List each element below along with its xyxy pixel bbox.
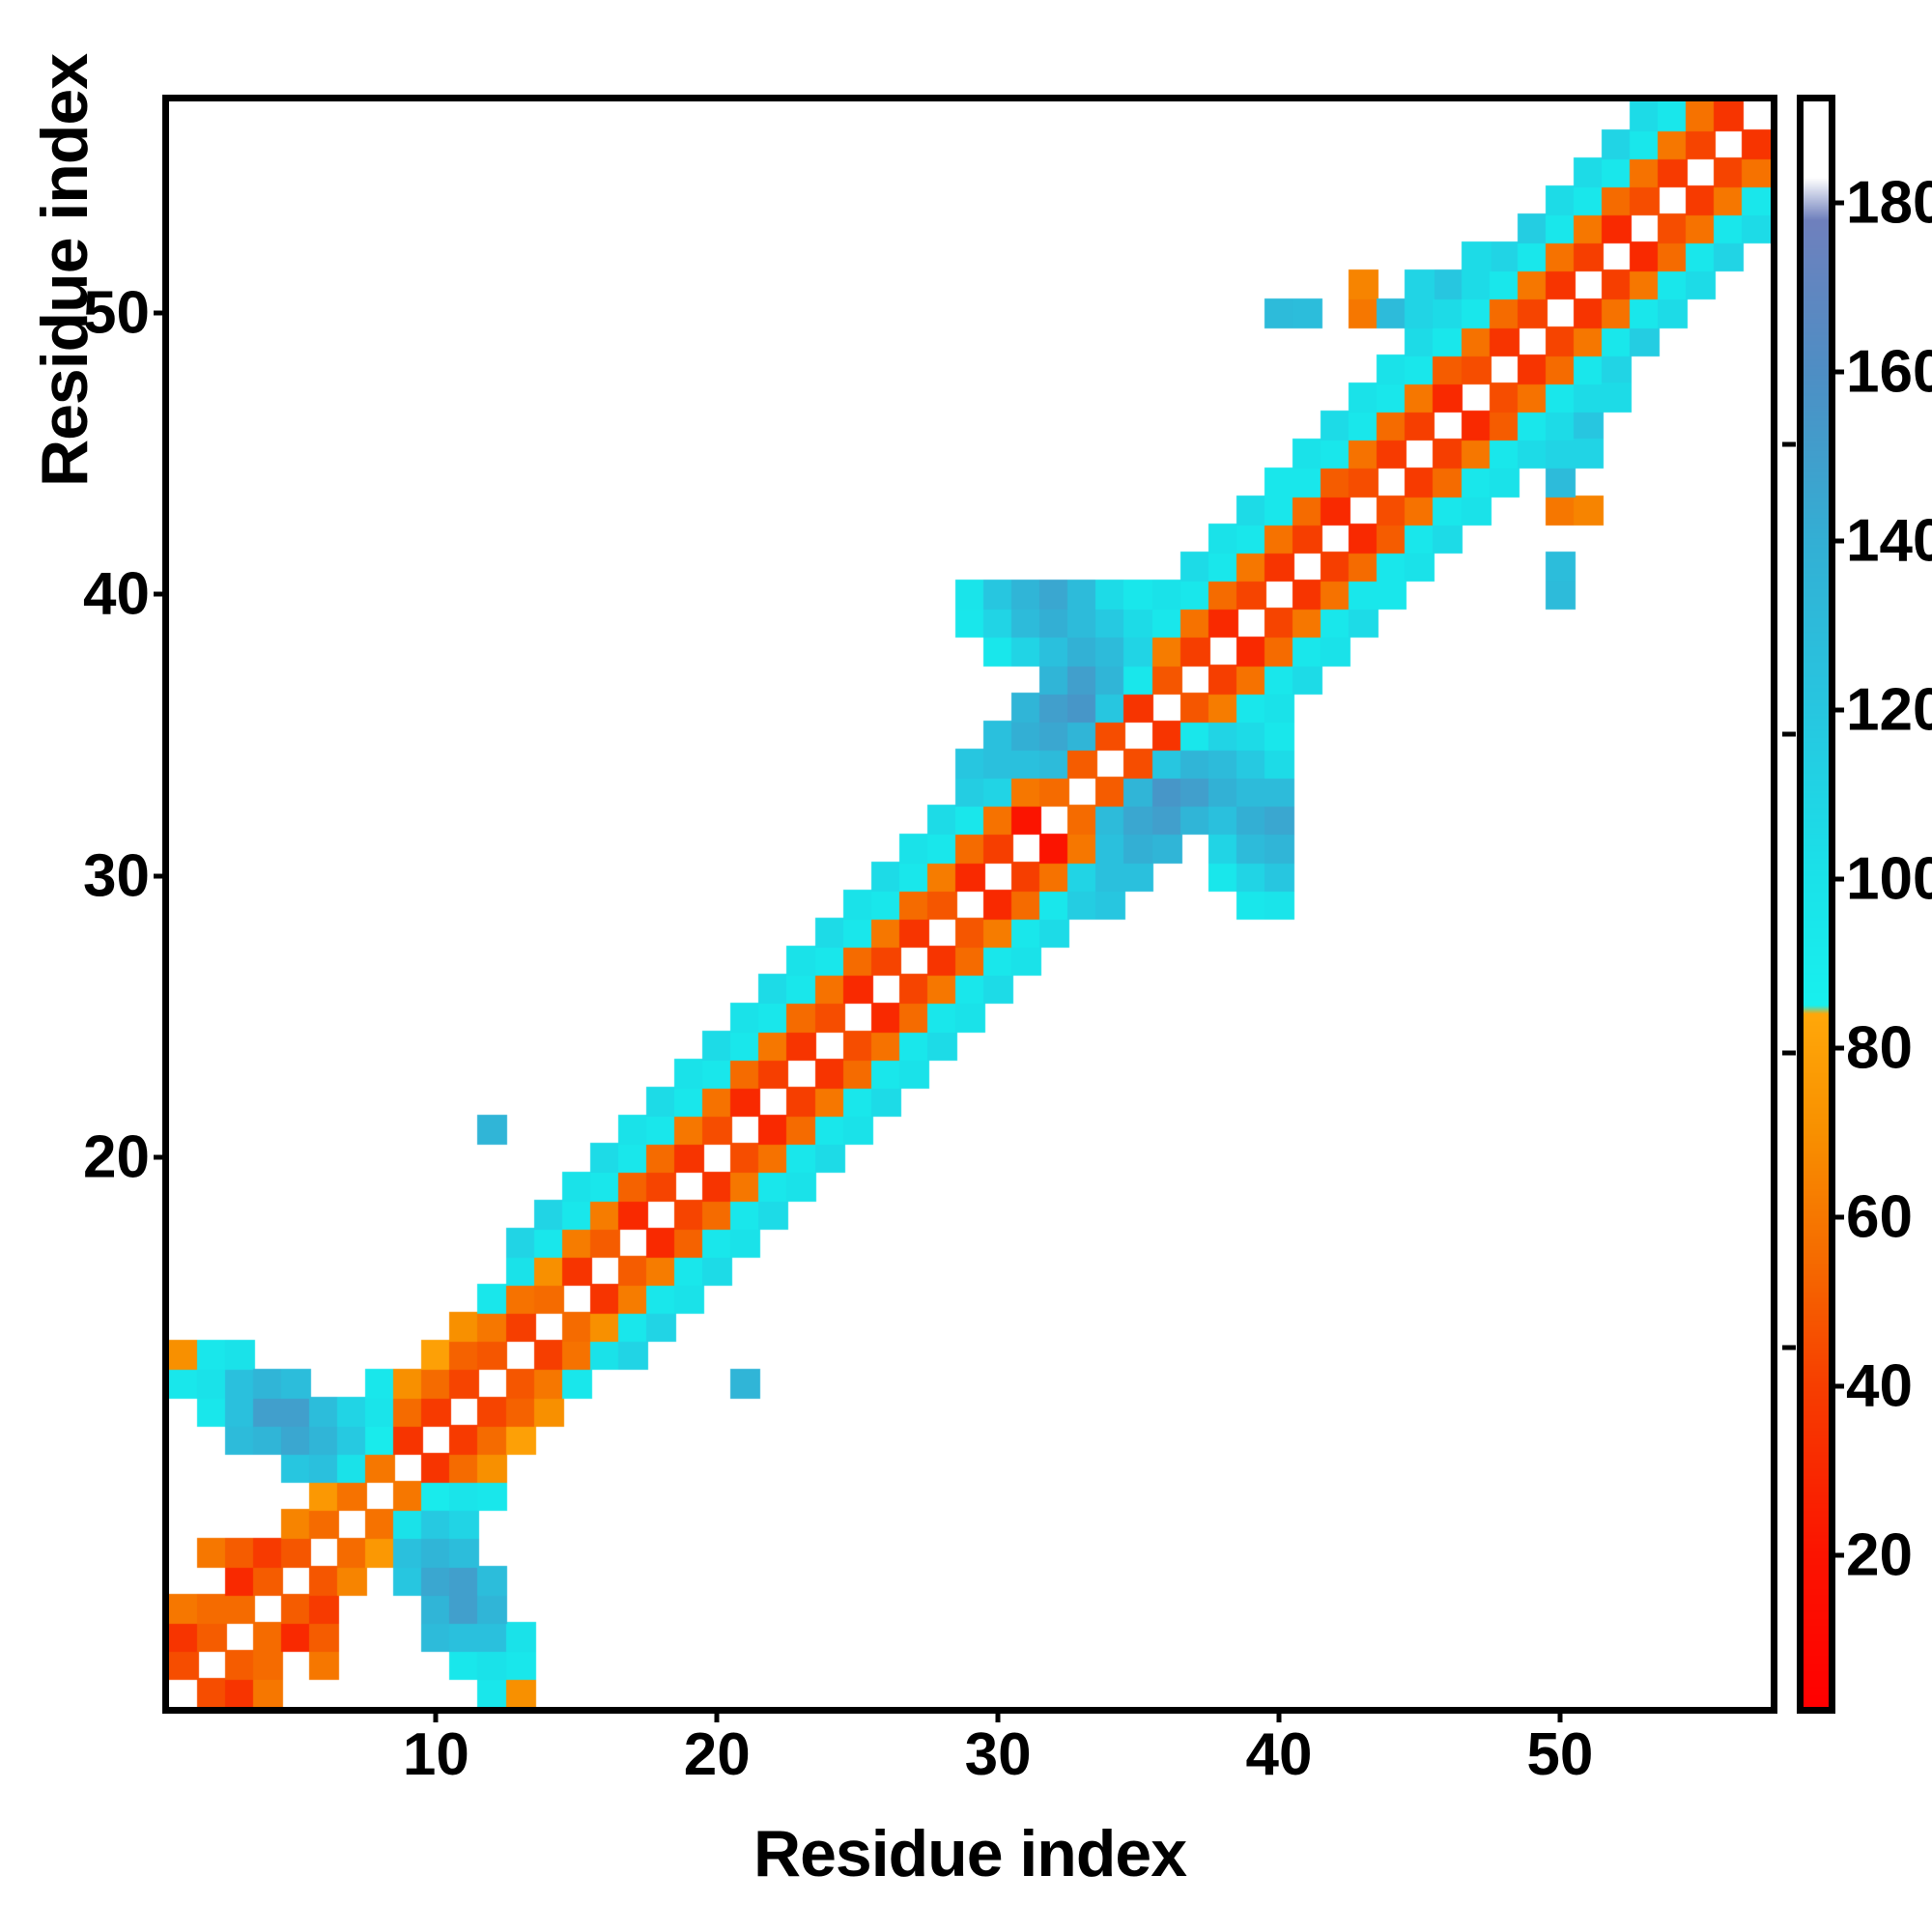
colorbar-tick-label: 160 (1846, 338, 1932, 406)
colorbar-tick-mark (1829, 369, 1844, 375)
x-tick-label: 50 (1526, 1721, 1594, 1788)
y-axis-label: Residue index (28, 53, 101, 488)
colorbar (1797, 95, 1835, 1714)
colorbar-tick-mark (1829, 1214, 1844, 1220)
y-tick-label: 50 (83, 279, 150, 347)
x-tick-mark (1557, 1707, 1563, 1722)
colorbar-tick-label: 100 (1846, 845, 1932, 913)
colorbar-tick-mark (1829, 1383, 1844, 1389)
y-tick-label: 20 (83, 1123, 150, 1191)
colorbar-tick-label: 60 (1846, 1183, 1913, 1251)
colorbar-tick-label: 180 (1846, 169, 1932, 237)
x-axis-label: Residue index (753, 1817, 1187, 1890)
y-tick-mark (154, 1154, 169, 1160)
heatmap-canvas (169, 101, 1771, 1707)
x-tick-mark (1276, 1707, 1282, 1722)
colorbar-tick-label: 40 (1846, 1352, 1913, 1420)
plot-right-minor-tick (1782, 731, 1796, 737)
y-tick-mark (154, 591, 169, 597)
colorbar-tick-mark (1829, 1045, 1844, 1051)
colorbar-tick-label: 140 (1846, 507, 1932, 575)
plot-right-minor-tick (1782, 441, 1796, 447)
colorbar-tick-mark (1829, 200, 1844, 206)
x-tick-mark (433, 1707, 439, 1722)
colorbar-canvas (1804, 101, 1829, 1707)
colorbar-tick-mark (1829, 876, 1844, 882)
plot-right-minor-tick (1782, 1345, 1796, 1350)
colorbar-tick-label: 80 (1846, 1014, 1913, 1082)
x-tick-label: 40 (1245, 1721, 1313, 1788)
x-tick-label: 10 (402, 1721, 469, 1788)
colorbar-tick-label: 20 (1846, 1521, 1913, 1589)
colorbar-tick-mark (1829, 707, 1844, 713)
x-tick-mark (714, 1707, 720, 1722)
y-tick-mark (154, 310, 169, 316)
y-tick-mark (154, 873, 169, 879)
y-tick-label: 30 (83, 842, 150, 910)
x-tick-label: 20 (683, 1721, 751, 1788)
plot-right-minor-tick (1782, 1050, 1796, 1056)
colorbar-tick-mark (1829, 1552, 1844, 1558)
heatmap-plot-area (162, 95, 1777, 1714)
colorbar-tick-mark (1829, 538, 1844, 544)
colorbar-tick-label: 120 (1846, 676, 1932, 744)
x-tick-mark (995, 1707, 1001, 1722)
y-tick-label: 40 (83, 560, 150, 628)
x-tick-label: 30 (964, 1721, 1032, 1788)
